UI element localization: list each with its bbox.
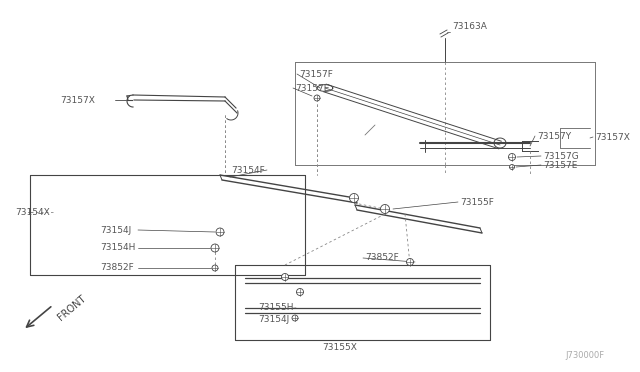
Circle shape	[296, 289, 303, 295]
Circle shape	[406, 259, 413, 266]
Text: 73157E: 73157E	[543, 160, 577, 170]
Circle shape	[212, 265, 218, 271]
Text: 73157X: 73157X	[595, 132, 630, 141]
Text: 73154F: 73154F	[231, 166, 265, 174]
Text: 73154H: 73154H	[100, 244, 136, 253]
Text: 73157E: 73157E	[295, 83, 330, 93]
Text: 73852F: 73852F	[365, 253, 399, 263]
Text: 73157X: 73157X	[60, 96, 95, 105]
Circle shape	[381, 205, 390, 214]
Text: FRONT: FRONT	[56, 294, 88, 323]
Text: 73157Y: 73157Y	[537, 131, 571, 141]
Text: 73154J: 73154J	[100, 225, 131, 234]
Circle shape	[216, 228, 224, 236]
Circle shape	[349, 193, 358, 202]
Text: 73155F: 73155F	[460, 198, 494, 206]
Text: 73154J: 73154J	[258, 315, 289, 324]
Circle shape	[292, 315, 298, 321]
Text: 73852F: 73852F	[100, 263, 134, 273]
Text: 73155H: 73155H	[258, 304, 294, 312]
Text: 73163A: 73163A	[452, 22, 487, 31]
Text: 73157F: 73157F	[299, 70, 333, 78]
Circle shape	[509, 154, 515, 160]
Text: 73154X: 73154X	[15, 208, 50, 217]
Text: 73157G: 73157G	[543, 151, 579, 160]
Text: J730000F: J730000F	[565, 352, 604, 360]
Text: 73155X: 73155X	[323, 343, 357, 353]
Circle shape	[282, 273, 289, 280]
Circle shape	[509, 164, 515, 170]
Circle shape	[211, 244, 219, 252]
Circle shape	[314, 95, 320, 101]
